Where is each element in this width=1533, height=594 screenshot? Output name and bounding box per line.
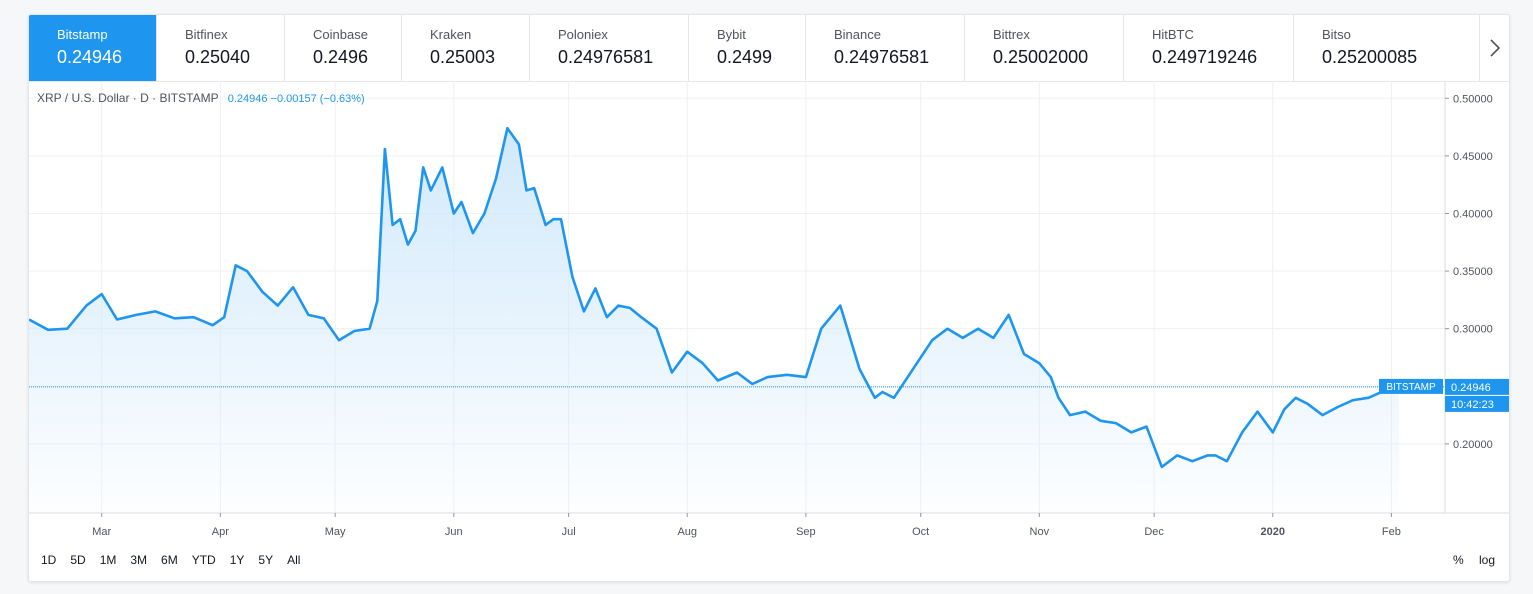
tab-price: 0.25003 [430, 47, 496, 67]
tab-price: 0.2496 [313, 47, 369, 67]
x-tick-label: Jun [445, 526, 463, 538]
badge-countdown-bg [1445, 395, 1509, 412]
tab-poloniex[interactable]: Poloniex 0.24976581 [530, 15, 689, 81]
tab-kraken[interactable]: Kraken 0.25003 [402, 15, 530, 81]
x-tick-label: Aug [677, 526, 697, 538]
tab-hitbtc[interactable]: HitBTC 0.249719246 [1124, 15, 1294, 81]
tabs-next-button[interactable] [1479, 15, 1509, 81]
price-area [29, 128, 1400, 513]
range-all[interactable]: All [287, 553, 301, 567]
x-tick-label: Oct [912, 526, 929, 538]
tab-exchange-name: Bitstamp [57, 27, 108, 42]
exchange-tabs: Bitstamp 0.24946 Bitfinex 0.25040 Coinba… [29, 15, 1509, 82]
y-tick-label: 0.30000 [1453, 324, 1493, 336]
tab-price: 0.2499 [717, 47, 773, 67]
tab-bitso[interactable]: Bitso 0.25200085 [1294, 15, 1453, 81]
time-axis[interactable]: Mar Apr May Jun Jul Aug Sep Oct Nov Dec 2020 Feb [92, 513, 1401, 538]
y-tick-label: 0.35000 [1453, 266, 1493, 278]
x-tick-label: Mar [92, 526, 111, 538]
range-5y[interactable]: 5Y [258, 553, 274, 567]
tab-price: 0.24976581 [834, 47, 930, 67]
tab-coinbase[interactable]: Coinbase 0.2496 [285, 15, 402, 81]
last-price-badge: BITSTAMP 0.24946 10:42:23 [1379, 378, 1509, 412]
tab-bitfinex[interactable]: Bitfinex 0.25040 [157, 15, 285, 81]
tab-exchange-name: Kraken [430, 27, 472, 42]
range-ytd[interactable]: YTD [191, 553, 216, 567]
date-range-bar: 1D 5D 1M 3M 6M YTD 1Y 5Y All [41, 553, 314, 567]
price-line [29, 126, 1400, 469]
price-chart[interactable]: 0.200000.250000.300000.350000.400000.450… [29, 81, 1509, 541]
x-tick-label: Jul [562, 526, 576, 538]
tab-price: 0.249719246 [1152, 47, 1258, 67]
percent-scale-toggle[interactable]: % [1453, 553, 1464, 567]
x-tick-label: May [325, 526, 346, 538]
y-tick-label: 0.20000 [1453, 439, 1493, 451]
y-tick-label: 0.50000 [1453, 93, 1493, 105]
x-tick-label: Sep [796, 526, 816, 538]
tab-exchange-name: Bitfinex [185, 27, 228, 42]
tab-exchange-name: Poloniex [558, 27, 608, 42]
y-tick-label: 0.40000 [1453, 208, 1493, 220]
range-6m[interactable]: 6M [161, 553, 178, 567]
tab-exchange-name: Bittrex [993, 27, 1030, 42]
tab-price: 0.25200085 [1322, 47, 1418, 67]
tab-price: 0.24946 [57, 47, 123, 67]
tab-bybit[interactable]: Bybit 0.2499 [689, 15, 806, 81]
badge-countdown: 10:42:23 [1451, 399, 1494, 411]
log-scale-toggle[interactable]: log [1479, 553, 1496, 567]
range-1y[interactable]: 1Y [229, 553, 245, 567]
x-tick-label: Dec [1144, 526, 1164, 538]
tab-exchange-name: HitBTC [1152, 27, 1194, 42]
price-axis[interactable]: 0.200000.250000.300000.350000.400000.450… [1445, 93, 1493, 451]
chevron-right-icon [1489, 39, 1500, 57]
tab-exchange-name: Binance [834, 27, 881, 42]
tab-exchange-name: Coinbase [313, 27, 368, 42]
badge-exchange-label: BITSTAMP [1386, 382, 1436, 393]
x-tick-label: Feb [1382, 526, 1401, 538]
tab-price: 0.25002000 [993, 47, 1089, 67]
range-5d[interactable]: 5D [70, 553, 86, 567]
x-tick-label: 2020 [1261, 526, 1285, 538]
range-1m[interactable]: 1M [99, 553, 117, 567]
range-1d[interactable]: 1D [41, 553, 57, 567]
x-tick-label: Apr [212, 526, 229, 538]
tab-bitstamp[interactable]: Bitstamp 0.24946 [29, 15, 157, 81]
x-tick-label: Nov [1030, 526, 1050, 538]
badge-price-value: 0.24946 [1451, 382, 1491, 394]
tab-price: 0.24976581 [558, 47, 654, 67]
chart-legend: XRP / U.S. Dollar · D · BITSTAMP 0.24946… [37, 91, 365, 105]
tab-exchange-name: Bybit [717, 27, 746, 42]
tab-price: 0.25040 [185, 47, 251, 67]
tab-binance[interactable]: Binance 0.24976581 [806, 15, 965, 81]
legend-symbol: XRP / U.S. Dollar · D · BITSTAMP [37, 91, 219, 105]
exchange-chart-widget: Bitstamp 0.24946 Bitfinex 0.25040 Coinba… [28, 14, 1510, 582]
badge-value-bg [1445, 378, 1509, 395]
y-tick-label: 0.45000 [1453, 151, 1493, 163]
tab-bittrex[interactable]: Bittrex 0.25002000 [965, 15, 1124, 81]
legend-values: 0.24946 −0.00157 (−0.63%) [227, 93, 365, 105]
range-3m[interactable]: 3M [130, 553, 148, 567]
badge-label-bg [1379, 378, 1443, 394]
tab-exchange-name: Bitso [1322, 27, 1351, 42]
